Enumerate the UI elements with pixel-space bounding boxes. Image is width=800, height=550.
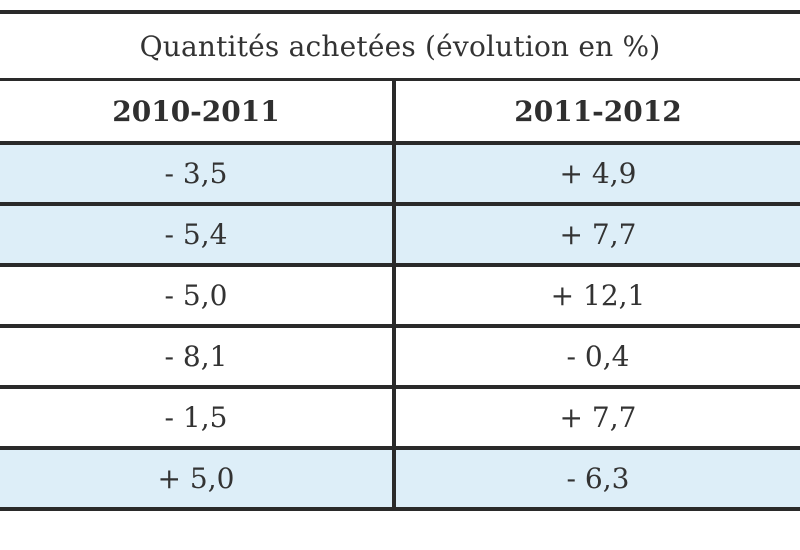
table-row: - 8,1 - 0,4: [0, 328, 800, 389]
cell-2010-2011: - 5,4: [0, 206, 396, 263]
cell-2011-2012: - 6,3: [566, 462, 630, 495]
table-header-row: 2010-2011 2011-2012: [0, 81, 800, 145]
column-header-2011-2012: 2011-2012: [514, 94, 682, 128]
title-divider: [0, 78, 800, 81]
cell-2010-2011: + 5,0: [0, 450, 396, 507]
cell-2010-2011: - 5,0: [0, 267, 396, 324]
table-title: Quantités achetées (évolution en %): [139, 29, 661, 63]
table-row: + 5,0 - 6,3: [0, 450, 800, 511]
table-row: - 5,4 + 7,7: [0, 206, 800, 267]
table-row: - 5,0 + 12,1: [0, 267, 800, 328]
cell-2010-2011: - 3,5: [0, 145, 396, 202]
cell-2011-2012: + 7,7: [559, 218, 637, 251]
cell-2010-2011: - 8,1: [0, 328, 396, 385]
table-row: - 1,5 + 7,7: [0, 389, 800, 450]
cell-2011-2012: + 7,7: [559, 401, 637, 434]
cell-2011-2012: + 4,9: [559, 157, 637, 190]
column-header-2010-2011: 2010-2011: [0, 81, 396, 141]
cell-2010-2011: - 1,5: [0, 389, 396, 446]
table-grid: 2010-2011 2011-2012 - 3,5 + 4,9 - 5,4 + …: [0, 81, 800, 511]
cell-2011-2012: - 0,4: [566, 340, 630, 373]
cell-2011-2012: + 12,1: [550, 279, 646, 312]
table-row: - 3,5 + 4,9: [0, 145, 800, 206]
table-top-rule: [0, 10, 800, 14]
